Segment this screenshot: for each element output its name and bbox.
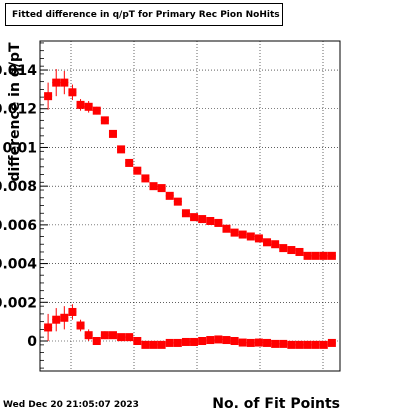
y-tick-label: 0.004 [0, 257, 37, 273]
data-point [125, 158, 134, 167]
data-point [271, 240, 280, 249]
data-point [173, 338, 182, 347]
data-point [206, 336, 215, 345]
data-point [44, 323, 53, 332]
plot-frame [39, 40, 341, 372]
x-axis-label: No. of Fit Points [212, 396, 340, 412]
data-point [222, 224, 231, 233]
data-point [190, 213, 199, 222]
data-point [60, 313, 69, 322]
y-tick-label: 0 [27, 334, 37, 350]
data-point [68, 307, 77, 316]
y-tick-label: 0.008 [0, 179, 37, 195]
data-point [181, 337, 190, 346]
data-point [60, 78, 69, 87]
data-point [254, 234, 263, 243]
data-point [238, 338, 247, 347]
data-point [246, 338, 255, 347]
data-point [100, 116, 109, 125]
data-point [198, 215, 207, 224]
data-point [190, 337, 199, 346]
data-point [246, 232, 255, 241]
data-point [44, 92, 53, 101]
data-point [295, 247, 304, 256]
data-point [76, 321, 85, 330]
data-point [327, 251, 336, 260]
data-point [230, 228, 239, 237]
data-point [68, 88, 77, 97]
data-point [279, 339, 288, 348]
data-point [117, 145, 126, 154]
data-point [100, 331, 109, 340]
data-point [76, 100, 85, 109]
data-point [133, 166, 142, 175]
data-point [222, 336, 231, 345]
data-point [52, 315, 61, 324]
data-point [141, 340, 150, 349]
data-point [117, 333, 126, 342]
data-point [263, 238, 272, 247]
data-point [230, 337, 239, 345]
data-point [303, 340, 312, 349]
data-point [238, 230, 247, 239]
y-axis-label: difference in q/pT [7, 42, 23, 181]
data-point [149, 340, 158, 349]
data-point [287, 340, 296, 349]
data-point [133, 337, 142, 345]
data-point [319, 340, 328, 349]
data-point [214, 218, 223, 227]
data-point [311, 251, 320, 260]
data-point [214, 335, 223, 344]
data-point [84, 102, 93, 111]
data-point [149, 182, 158, 191]
footer-date: Wed Dec 20 21:05:07 2023 [3, 400, 139, 410]
data-point [125, 333, 134, 342]
data-point [279, 244, 288, 253]
data-point [157, 184, 166, 193]
data-point [108, 129, 117, 138]
data-point [295, 340, 304, 349]
chart-title: Fitted difference in q/pT for Primary Re… [5, 3, 283, 26]
data-point [263, 338, 272, 347]
data-point [92, 337, 101, 345]
data-point [287, 246, 296, 255]
data-point [157, 340, 166, 349]
data-point [92, 106, 101, 115]
data-point [165, 191, 174, 200]
data-point [303, 251, 312, 260]
data-point [165, 338, 174, 347]
data-point [327, 338, 336, 347]
data-point [141, 174, 150, 183]
data-point [84, 331, 93, 340]
y-tick-label: 0.002 [0, 295, 37, 311]
data-point [173, 197, 182, 206]
y-tick-label: 0.012 [0, 102, 37, 118]
data-point [271, 339, 280, 348]
data-point [206, 217, 215, 225]
y-tick-label: 0.014 [0, 63, 37, 79]
y-tick-label: 0.01 [2, 140, 37, 156]
data-point [319, 251, 328, 260]
data-point [254, 338, 263, 347]
data-point [181, 209, 190, 218]
data-point [311, 340, 320, 349]
y-tick-label: 0.006 [0, 218, 37, 234]
data-point [198, 337, 207, 345]
data-point [52, 78, 61, 87]
data-point [108, 331, 117, 340]
